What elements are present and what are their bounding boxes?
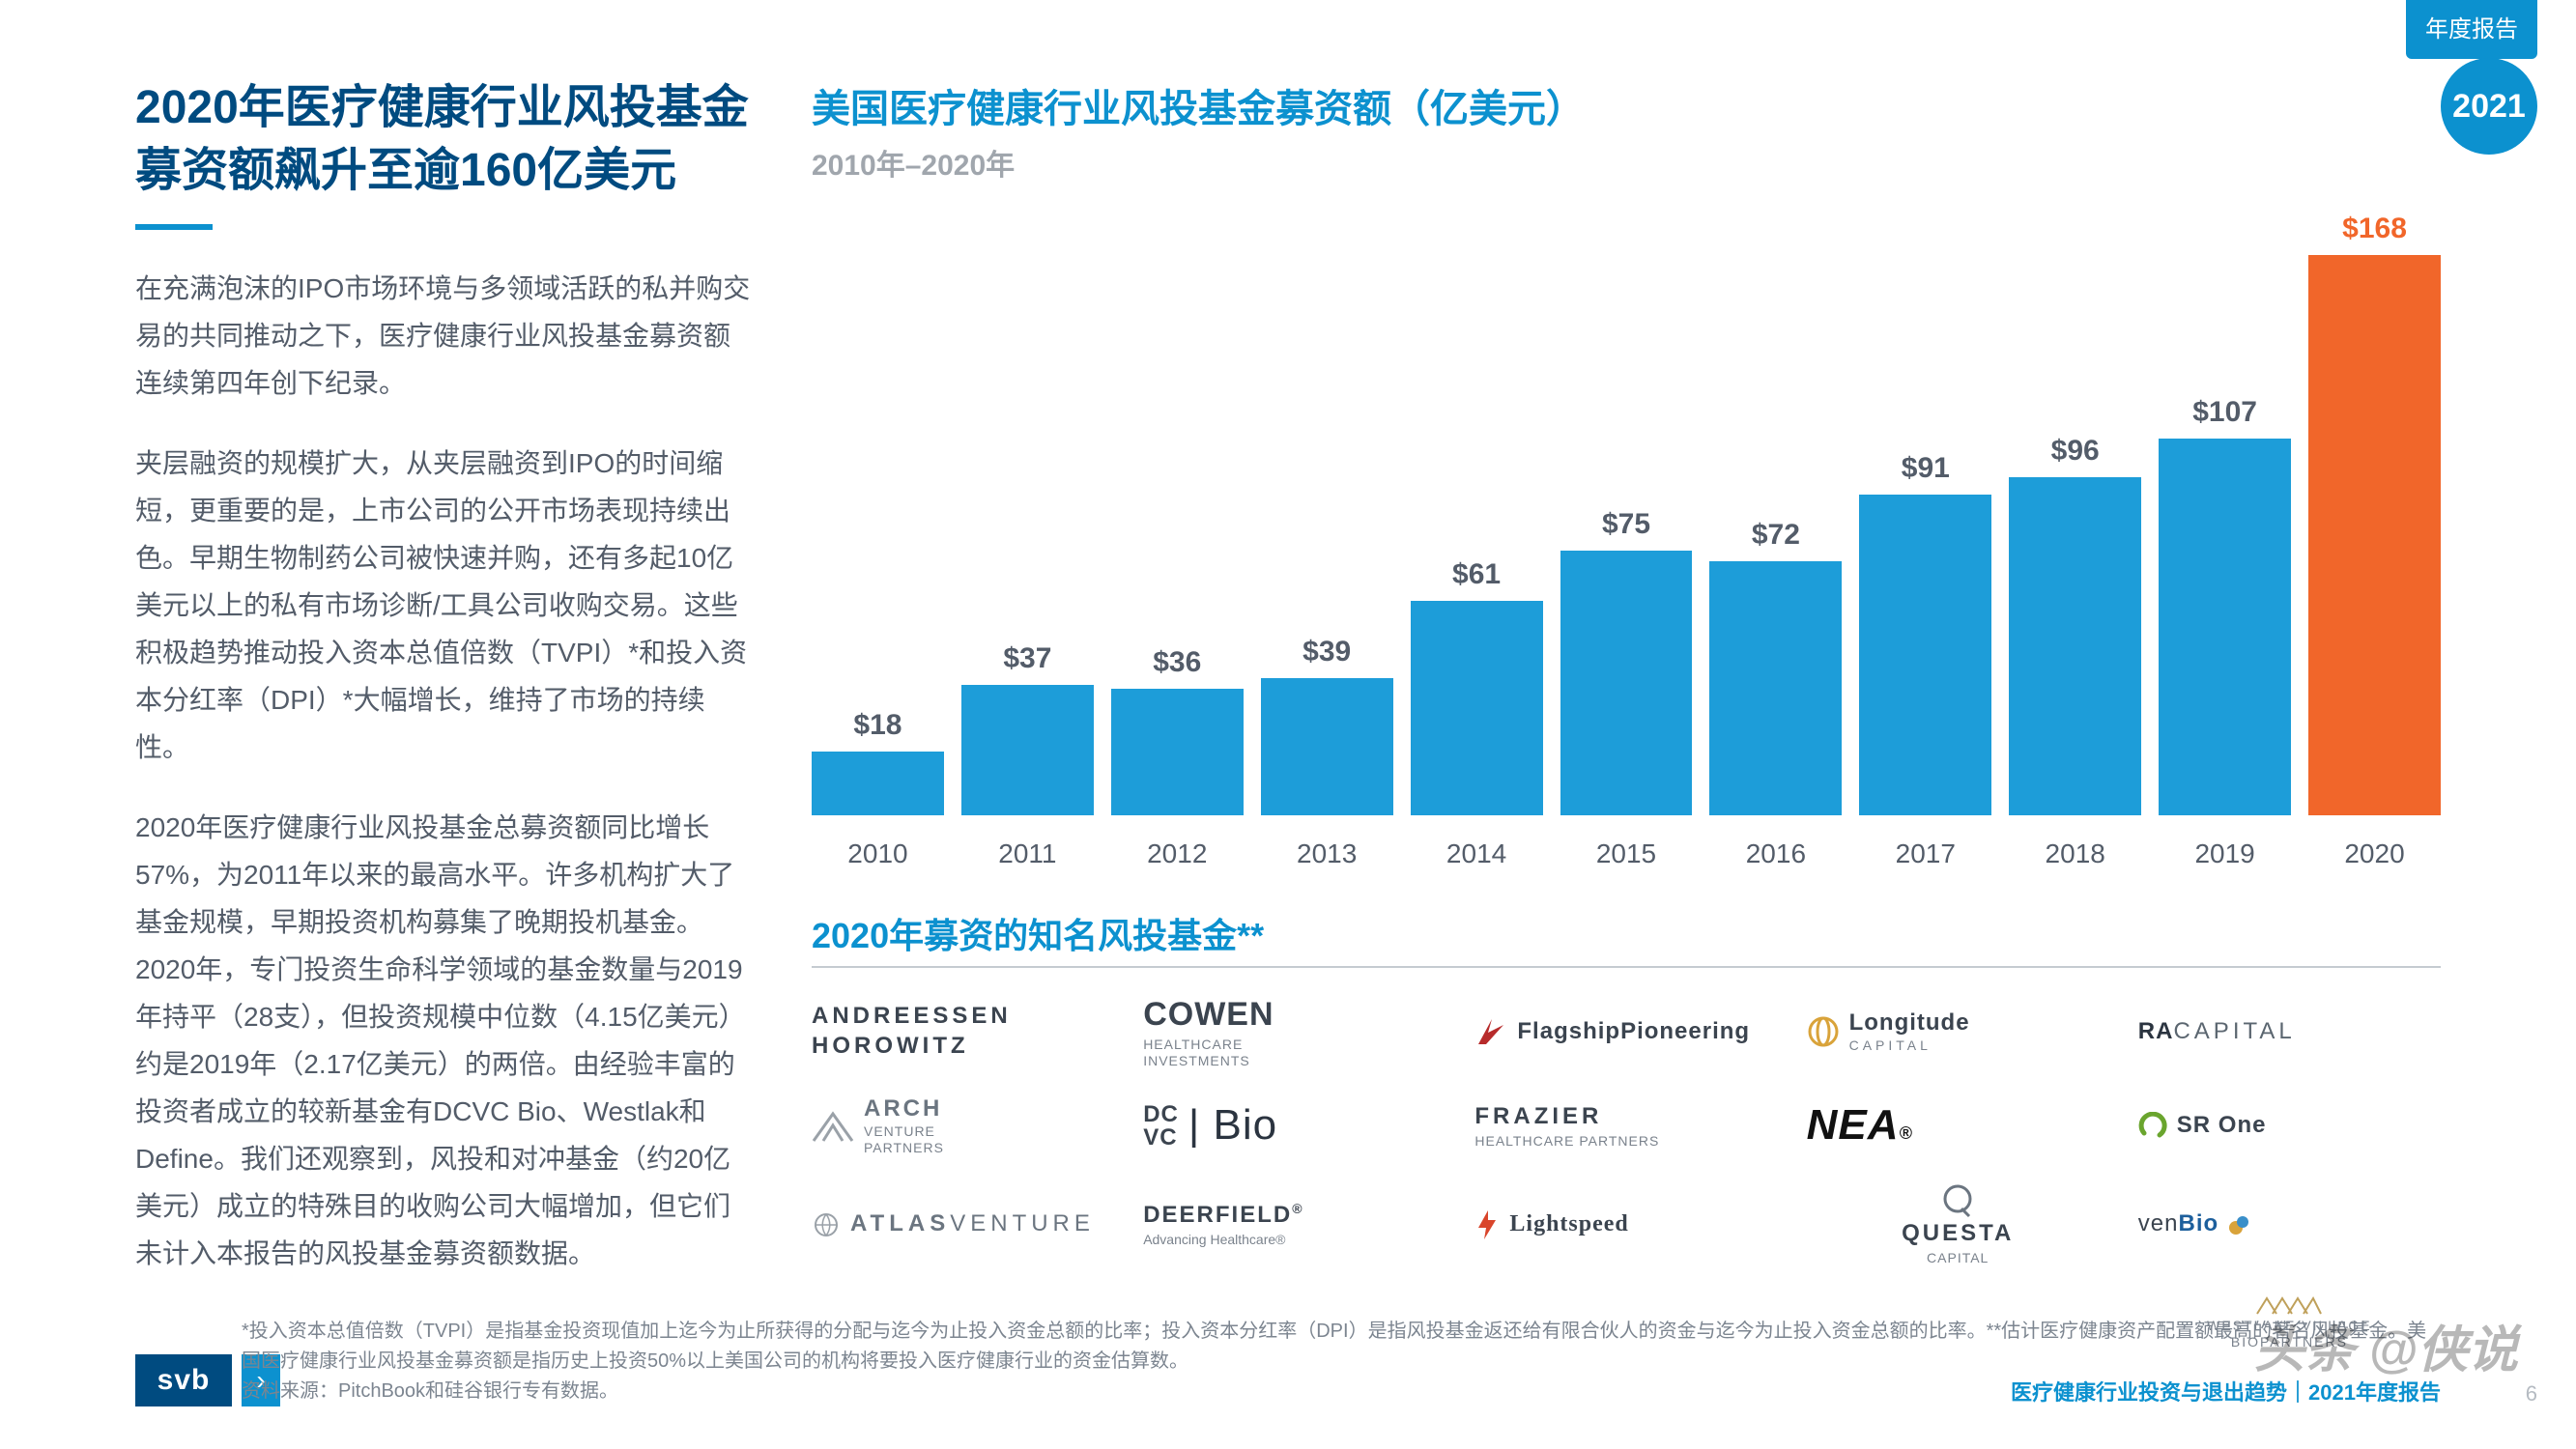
bar-value-label: $96 xyxy=(2051,435,2100,468)
left-column: 2020年医疗健康行业风投基金募资额飙升至逾160亿美元 在充满泡沫的IPO市场… xyxy=(135,77,754,1401)
logo-arch: ARCHVENTUREPARTNERS xyxy=(812,1095,1114,1155)
logo-frazier: FRAZIER HEALTHCARE PARTNERS xyxy=(1474,1103,1777,1150)
right-column: 美国医疗健康行业风投基金募资额（亿美元） 2010年–2020年 $18 $37 $… xyxy=(812,77,2441,1401)
bar-value-label: $36 xyxy=(1153,646,1201,679)
bar-value-label: $18 xyxy=(853,709,902,742)
logo-cowen: COWEN HEALTHCAREINVESTMENTS xyxy=(1143,995,1445,1068)
bar-2015: $75 xyxy=(1560,213,1693,815)
bar-value-label: $75 xyxy=(1602,508,1650,541)
bar-rect xyxy=(961,685,1094,815)
logo-srone: SR One xyxy=(2138,1112,2441,1141)
x-tick: 2010 xyxy=(812,838,944,869)
bar-2016: $72 xyxy=(1709,213,1842,815)
logo-lightspeed: Lightspeed xyxy=(1474,1208,1777,1241)
logo-atlas: ATLASVENTURE xyxy=(812,1210,1114,1239)
logo-flagship: FlagshipPioneering xyxy=(1474,1015,1777,1048)
page: 2020年医疗健康行业风投基金募资额飙升至逾160亿美元 在充满泡沫的IPO市场… xyxy=(0,0,2576,1449)
bar-rect xyxy=(1560,551,1693,815)
bar-rect xyxy=(1411,601,1543,815)
funds-divider xyxy=(812,966,2441,968)
bar-value-label: $168 xyxy=(2342,213,2407,245)
paragraph-1: 在充满泡沫的IPO市场环境与多领域活跃的私并购交易的共同推动之下，医疗健康行业风… xyxy=(135,265,754,407)
paragraph-3: 2020年医疗健康行业风投基金总募资额同比增长57%，为2011年以来的最高水平… xyxy=(135,804,754,1277)
bar-2017: $91 xyxy=(1859,213,1991,815)
bar-value-label: $107 xyxy=(2192,396,2257,429)
x-tick: 2016 xyxy=(1709,838,1842,869)
bar-2019: $107 xyxy=(2159,213,2291,815)
bar-2010: $18 xyxy=(812,213,944,815)
x-tick: 2019 xyxy=(2159,838,2291,869)
x-tick: 2017 xyxy=(1859,838,1991,869)
x-tick: 2013 xyxy=(1261,838,1393,869)
x-tick: 2020 xyxy=(2308,838,2441,869)
logo-venbio: venBio xyxy=(2138,1210,2441,1238)
bar-rect xyxy=(1111,689,1244,815)
bar-rect xyxy=(2009,477,2141,815)
bar-rect xyxy=(812,752,944,815)
funds-title: 2020年募资的知名风投基金** xyxy=(812,908,2441,958)
source-text: 资料来源：PitchBook和硅谷银行专有数据。 xyxy=(242,1380,618,1402)
bar-2018: $96 xyxy=(2009,213,2141,815)
headline-underline xyxy=(135,224,213,230)
bar-value-label: $72 xyxy=(1752,519,1800,552)
paragraph-2: 夹层融资的规模扩大，从夹层融资到IPO的时间缩短，更重要的是，上市公司的公开市场… xyxy=(135,440,754,771)
logo-longitude: LongitudeCAPITAL xyxy=(1807,1009,2109,1054)
year-badge: 2021 xyxy=(2441,58,2537,155)
logo-deerfield: DEERFIELD® Advancing Healthcare® xyxy=(1143,1201,1445,1248)
footnote-text: *投入资本总值倍数（TVPI）是指基金投资现值加上迄今为止所获得的分配与迄今为止… xyxy=(242,1321,2426,1372)
bar-value-label: $91 xyxy=(1902,452,1950,485)
x-axis: 2010 2011 2012 2013 2014 2015 2016 2017 2018 2019… xyxy=(812,838,2441,869)
logo-dcvc-bio: DCVC | Bio xyxy=(1143,1100,1445,1151)
bar-chart: $18$37$36$39$61$75$72$91$96$107$16820102… xyxy=(812,213,2441,869)
bar-2011: $37 xyxy=(961,213,1094,815)
x-tick: 2015 xyxy=(1560,838,1693,869)
page-number: 6 xyxy=(2526,1381,2537,1406)
logo-racapital: RACAPITAL xyxy=(2138,1018,2441,1046)
bar-rect xyxy=(2308,255,2441,815)
footer-right: 医疗健康行业投资与退出趋势｜2021年度报告 xyxy=(2011,1376,2441,1406)
bar-value-label: $61 xyxy=(1452,558,1501,591)
x-tick: 2012 xyxy=(1111,838,1244,869)
chart-title: 美国医疗健康行业风投基金募资额（亿美元） xyxy=(812,77,2441,133)
bar-rect xyxy=(1261,678,1393,815)
bar-rect xyxy=(1859,495,1991,815)
x-tick: 2018 xyxy=(2009,838,2141,869)
bar-2014: $61 xyxy=(1411,213,1543,815)
bar-value-label: $39 xyxy=(1302,636,1351,668)
headline: 2020年医疗健康行业风投基金募资额飙升至逾160亿美元 xyxy=(135,77,754,203)
x-tick: 2014 xyxy=(1411,838,1543,869)
logo-nea: NEA® xyxy=(1807,1100,2109,1151)
bar-value-label: $37 xyxy=(1003,642,1051,675)
logo-andreessen: ANDREESSEN HOROWITZ xyxy=(812,1003,1114,1061)
bar-rect xyxy=(2159,439,2291,815)
fund-logos-grid: ANDREESSEN HOROWITZ COWEN HEALTHCAREINVE… xyxy=(812,995,2441,1350)
report-tab: 年度报告 xyxy=(2406,0,2537,59)
chart-subtitle: 2010年–2020年 xyxy=(812,141,2441,184)
bar-2012: $36 xyxy=(1111,213,1244,815)
logo-questa: QUESTA CAPITAL xyxy=(1807,1183,2109,1266)
bar-2013: $39 xyxy=(1261,213,1393,815)
x-tick: 2011 xyxy=(961,838,1094,869)
bar-rect xyxy=(1709,561,1842,815)
bar-2020: $168 xyxy=(2308,213,2441,815)
